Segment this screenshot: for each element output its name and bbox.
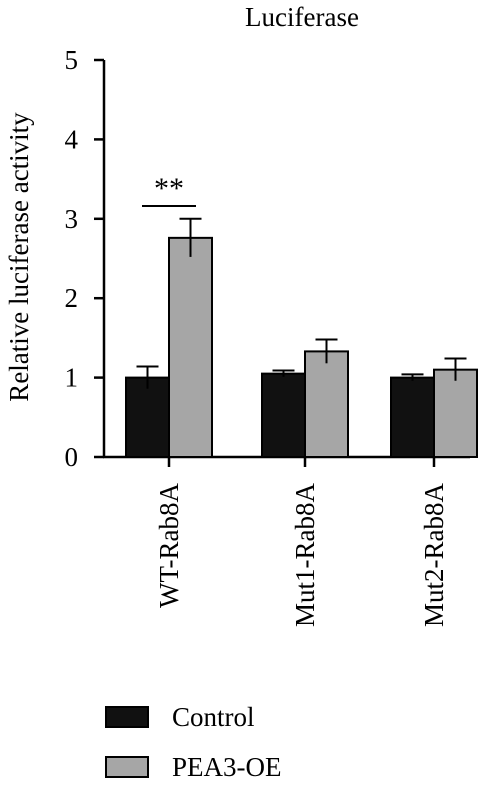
legend: Control PEA3-OE xyxy=(105,702,282,782)
bar-control xyxy=(125,376,170,459)
x-tick-label: Mut2-Rab8A xyxy=(419,483,449,627)
y-tick-label: 0 xyxy=(65,442,79,472)
bar-pea3-oe xyxy=(304,350,349,459)
y-tick-label: 4 xyxy=(65,124,79,154)
bar-control xyxy=(261,372,306,459)
y-tick-label: 1 xyxy=(65,363,79,393)
bar-control xyxy=(390,376,435,459)
x-tick-label: Mut1-Rab8A xyxy=(290,483,320,627)
x-ticks: WT-Rab8A Mut1-Rab8A Mut2-Rab8A xyxy=(154,457,449,627)
significance-label: ** xyxy=(154,172,184,205)
legend-swatch-pea3-oe xyxy=(105,756,149,778)
error-bars xyxy=(136,217,467,389)
y-ticks: 0 1 2 3 4 5 xyxy=(65,45,104,472)
legend-label: PEA3-OE xyxy=(172,752,282,782)
y-tick-label: 3 xyxy=(65,204,79,234)
y-axis-label: Relative luciferase activity xyxy=(4,112,34,402)
bars xyxy=(125,236,478,459)
annotations: ** xyxy=(142,172,196,207)
legend-label: Control xyxy=(172,702,255,732)
chart-title: Luciferase xyxy=(245,2,359,32)
legend-swatch-control xyxy=(105,706,149,728)
bar-pea3-oe xyxy=(168,236,213,458)
y-tick-label: 5 xyxy=(65,45,79,75)
x-tick-label: WT-Rab8A xyxy=(154,483,184,608)
bar-pea3-oe xyxy=(433,368,478,458)
y-tick-label: 2 xyxy=(65,283,79,313)
